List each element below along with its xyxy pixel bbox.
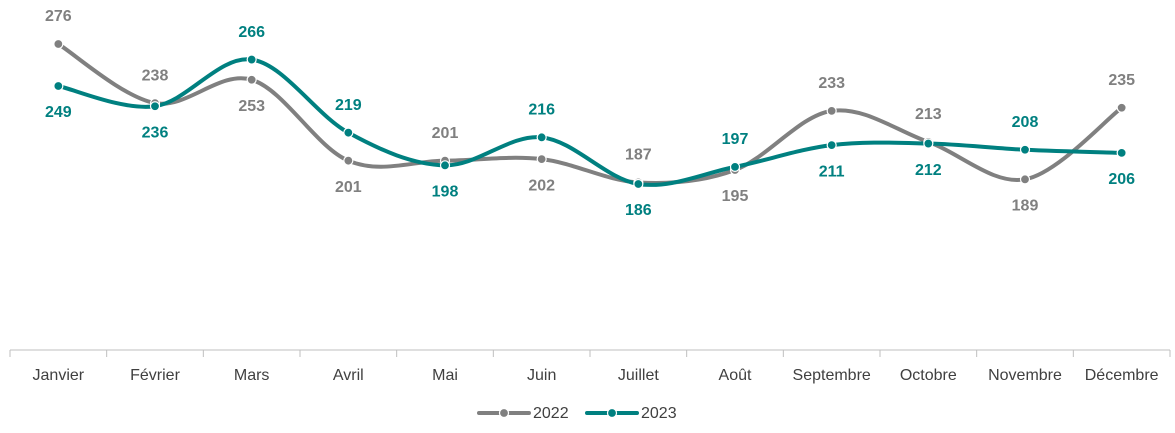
data-label: 213: [915, 106, 942, 123]
data-label: 238: [142, 67, 169, 84]
point: [633, 178, 644, 190]
series-line: [56, 57, 1124, 187]
point: [923, 138, 934, 149]
x-tick-label: Mars: [234, 367, 270, 384]
series-line: [56, 42, 1124, 185]
data-label: 201: [432, 125, 459, 142]
x-tick-label: Avril: [333, 367, 364, 384]
x-tick-label: Décembre: [1085, 367, 1159, 384]
data-label: 187: [625, 147, 652, 164]
point: [1116, 102, 1127, 113]
data-label: 216: [528, 102, 555, 119]
data-label: 195: [722, 188, 749, 205]
point: [1019, 174, 1031, 185]
point: [343, 127, 354, 138]
data-label: 219: [335, 97, 362, 114]
x-tick-label: Mai: [432, 367, 458, 384]
data-label: 189: [1012, 198, 1039, 215]
x-tick-label: Septembre: [793, 367, 871, 384]
legend-label: 2023: [641, 405, 677, 422]
legend-marker: [498, 407, 510, 419]
data-label: 276: [45, 8, 72, 25]
data-label: 235: [1108, 72, 1135, 89]
data-label: 186: [625, 202, 652, 219]
point: [1019, 144, 1031, 155]
point: [826, 105, 837, 116]
point: [246, 74, 257, 85]
data-label: 212: [915, 162, 942, 179]
point: [826, 140, 837, 151]
data-label: 201: [335, 179, 362, 196]
data-label: 233: [818, 75, 845, 92]
x-tick-label: Juin: [527, 367, 556, 384]
data-label: 249: [45, 104, 72, 121]
x-tick-label: Novembre: [988, 367, 1062, 384]
point: [53, 80, 64, 92]
x-tick-label: Janvier: [33, 367, 85, 384]
point: [1116, 147, 1127, 158]
point: [53, 38, 64, 50]
data-label: 253: [238, 98, 265, 115]
x-tick-label: Août: [719, 367, 752, 384]
point: [149, 101, 161, 112]
data-label: 266: [238, 24, 265, 41]
x-tick-label: Octobre: [900, 367, 957, 384]
point: [536, 154, 547, 165]
point: [246, 54, 257, 65]
point: [343, 155, 354, 166]
data-label: 202: [528, 177, 555, 194]
data-label: 236: [142, 124, 169, 141]
point: [439, 160, 451, 171]
x-tick-label: Juillet: [618, 367, 659, 384]
point: [729, 161, 741, 172]
data-label: 198: [432, 184, 459, 201]
data-label: 206: [1108, 171, 1135, 188]
data-label: 208: [1012, 114, 1039, 131]
data-label: 197: [722, 131, 749, 148]
point: [536, 132, 547, 143]
data-label: 211: [819, 163, 845, 180]
x-tick-label: Février: [130, 367, 180, 384]
legend-marker: [606, 407, 618, 419]
legend-label: 2022: [533, 405, 569, 422]
